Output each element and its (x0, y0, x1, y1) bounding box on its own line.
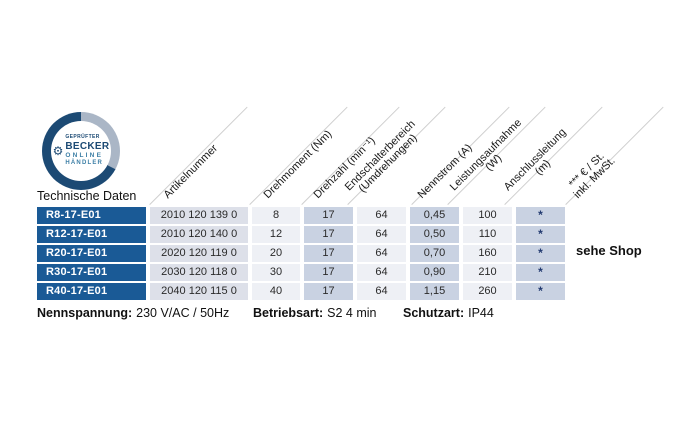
technical-data-table: R8-17-E01 2010 120 139 0 8 17 64 0,45 10… (37, 207, 565, 302)
badge-text: GEPRÜFTER BECKER ONLINE HÄNDLER (65, 134, 110, 167)
cell-leistungsaufnahme: 110 (463, 226, 512, 243)
cell-artikelnummer: 2020 120 119 0 (150, 245, 248, 262)
becker-dealer-badge: ⚙ GEPRÜFTER BECKER ONLINE HÄNDLER (42, 112, 120, 190)
cell-nennstrom: 0,70 (410, 245, 459, 262)
cell-drehmoment: 40 (252, 283, 300, 300)
cell-model: R40-17-E01 (37, 283, 146, 300)
footer-value: IP44 (468, 306, 494, 320)
cell-endschalterbereich: 64 (357, 226, 406, 243)
column-header-preis: *** € / St. inkl. MwSt. (566, 150, 618, 201)
cell-nennstrom: 1,15 (410, 283, 459, 300)
cell-artikelnummer: 2030 120 118 0 (150, 264, 248, 281)
footer-schutzart: Schutzart: IP44 (403, 306, 494, 320)
cell-artikelnummer: 2040 120 115 0 (150, 283, 248, 300)
column-header-artikelnummer: Artikelnummer (161, 142, 221, 201)
cell-leistungsaufnahme: 160 (463, 245, 512, 262)
footer-value: S2 4 min (327, 306, 377, 320)
cell-model: R20-17-E01 (37, 245, 146, 262)
cell-endschalterbereich: 64 (357, 245, 406, 262)
cell-artikelnummer: 2010 120 139 0 (150, 207, 248, 224)
footer-label: Schutzart: (403, 306, 465, 320)
cell-leistungsaufnahme: 100 (463, 207, 512, 224)
cell-drehzahl: 17 (304, 245, 353, 262)
price-note: sehe Shop (576, 243, 642, 258)
cell-nennstrom: 0,45 (410, 207, 459, 224)
table-row: R40-17-E01 2040 120 115 0 40 17 64 1,15 … (37, 283, 565, 300)
table-row: R12-17-E01 2010 120 140 0 12 17 64 0,50 … (37, 226, 565, 243)
cell-nennstrom: 0,50 (410, 226, 459, 243)
badge-inner-circle: ⚙ GEPRÜFTER BECKER ONLINE HÄNDLER (51, 121, 111, 181)
badge-line-geprufter: GEPRÜFTER (65, 134, 100, 141)
cell-drehmoment: 8 (252, 207, 300, 224)
cell-model: R12-17-E01 (37, 226, 146, 243)
cell-leistungsaufnahme: 260 (463, 283, 512, 300)
table-row: R20-17-E01 2020 120 119 0 20 17 64 0,70 … (37, 245, 565, 262)
cell-anschlussleitung: * (516, 207, 565, 224)
cell-endschalterbereich: 64 (357, 283, 406, 300)
cell-anschlussleitung: * (516, 245, 565, 262)
cell-anschlussleitung: * (516, 283, 565, 300)
cell-drehzahl: 17 (304, 283, 353, 300)
cell-nennstrom: 0,90 (410, 264, 459, 281)
cell-endschalterbereich: 64 (357, 207, 406, 224)
gear-icon: ⚙ (52, 144, 64, 158)
footer-betriebsart: Betriebsart: S2 4 min (253, 306, 377, 320)
footer-label: Betriebsart: (253, 306, 324, 320)
cell-drehzahl: 17 (304, 264, 353, 281)
cell-drehzahl: 17 (304, 207, 353, 224)
table-row: R8-17-E01 2010 120 139 0 8 17 64 0,45 10… (37, 207, 565, 224)
footer-value: 230 V/AC / 50Hz (136, 306, 230, 320)
cell-anschlussleitung: * (516, 226, 565, 243)
footer-nennspannung: Nennspannung: 230 V/AC / 50Hz (37, 306, 229, 320)
badge-line-online: ONLINE (65, 152, 104, 160)
cell-artikelnummer: 2010 120 140 0 (150, 226, 248, 243)
cell-drehzahl: 17 (304, 226, 353, 243)
badge-line-becker: BECKER (65, 140, 110, 152)
cell-model: R8-17-E01 (37, 207, 146, 224)
cell-drehmoment: 20 (252, 245, 300, 262)
section-title: Technische Daten (37, 189, 137, 203)
cell-drehmoment: 30 (252, 264, 300, 281)
cell-drehmoment: 12 (252, 226, 300, 243)
badge-line-haendler: HÄNDLER (65, 159, 104, 166)
cell-anschlussleitung: * (516, 264, 565, 281)
cell-endschalterbereich: 64 (357, 264, 406, 281)
cell-model: R30-17-E01 (37, 264, 146, 281)
table-row: R30-17-E01 2030 120 118 0 30 17 64 0,90 … (37, 264, 565, 281)
footer-label: Nennspannung: (37, 306, 133, 320)
cell-leistungsaufnahme: 210 (463, 264, 512, 281)
